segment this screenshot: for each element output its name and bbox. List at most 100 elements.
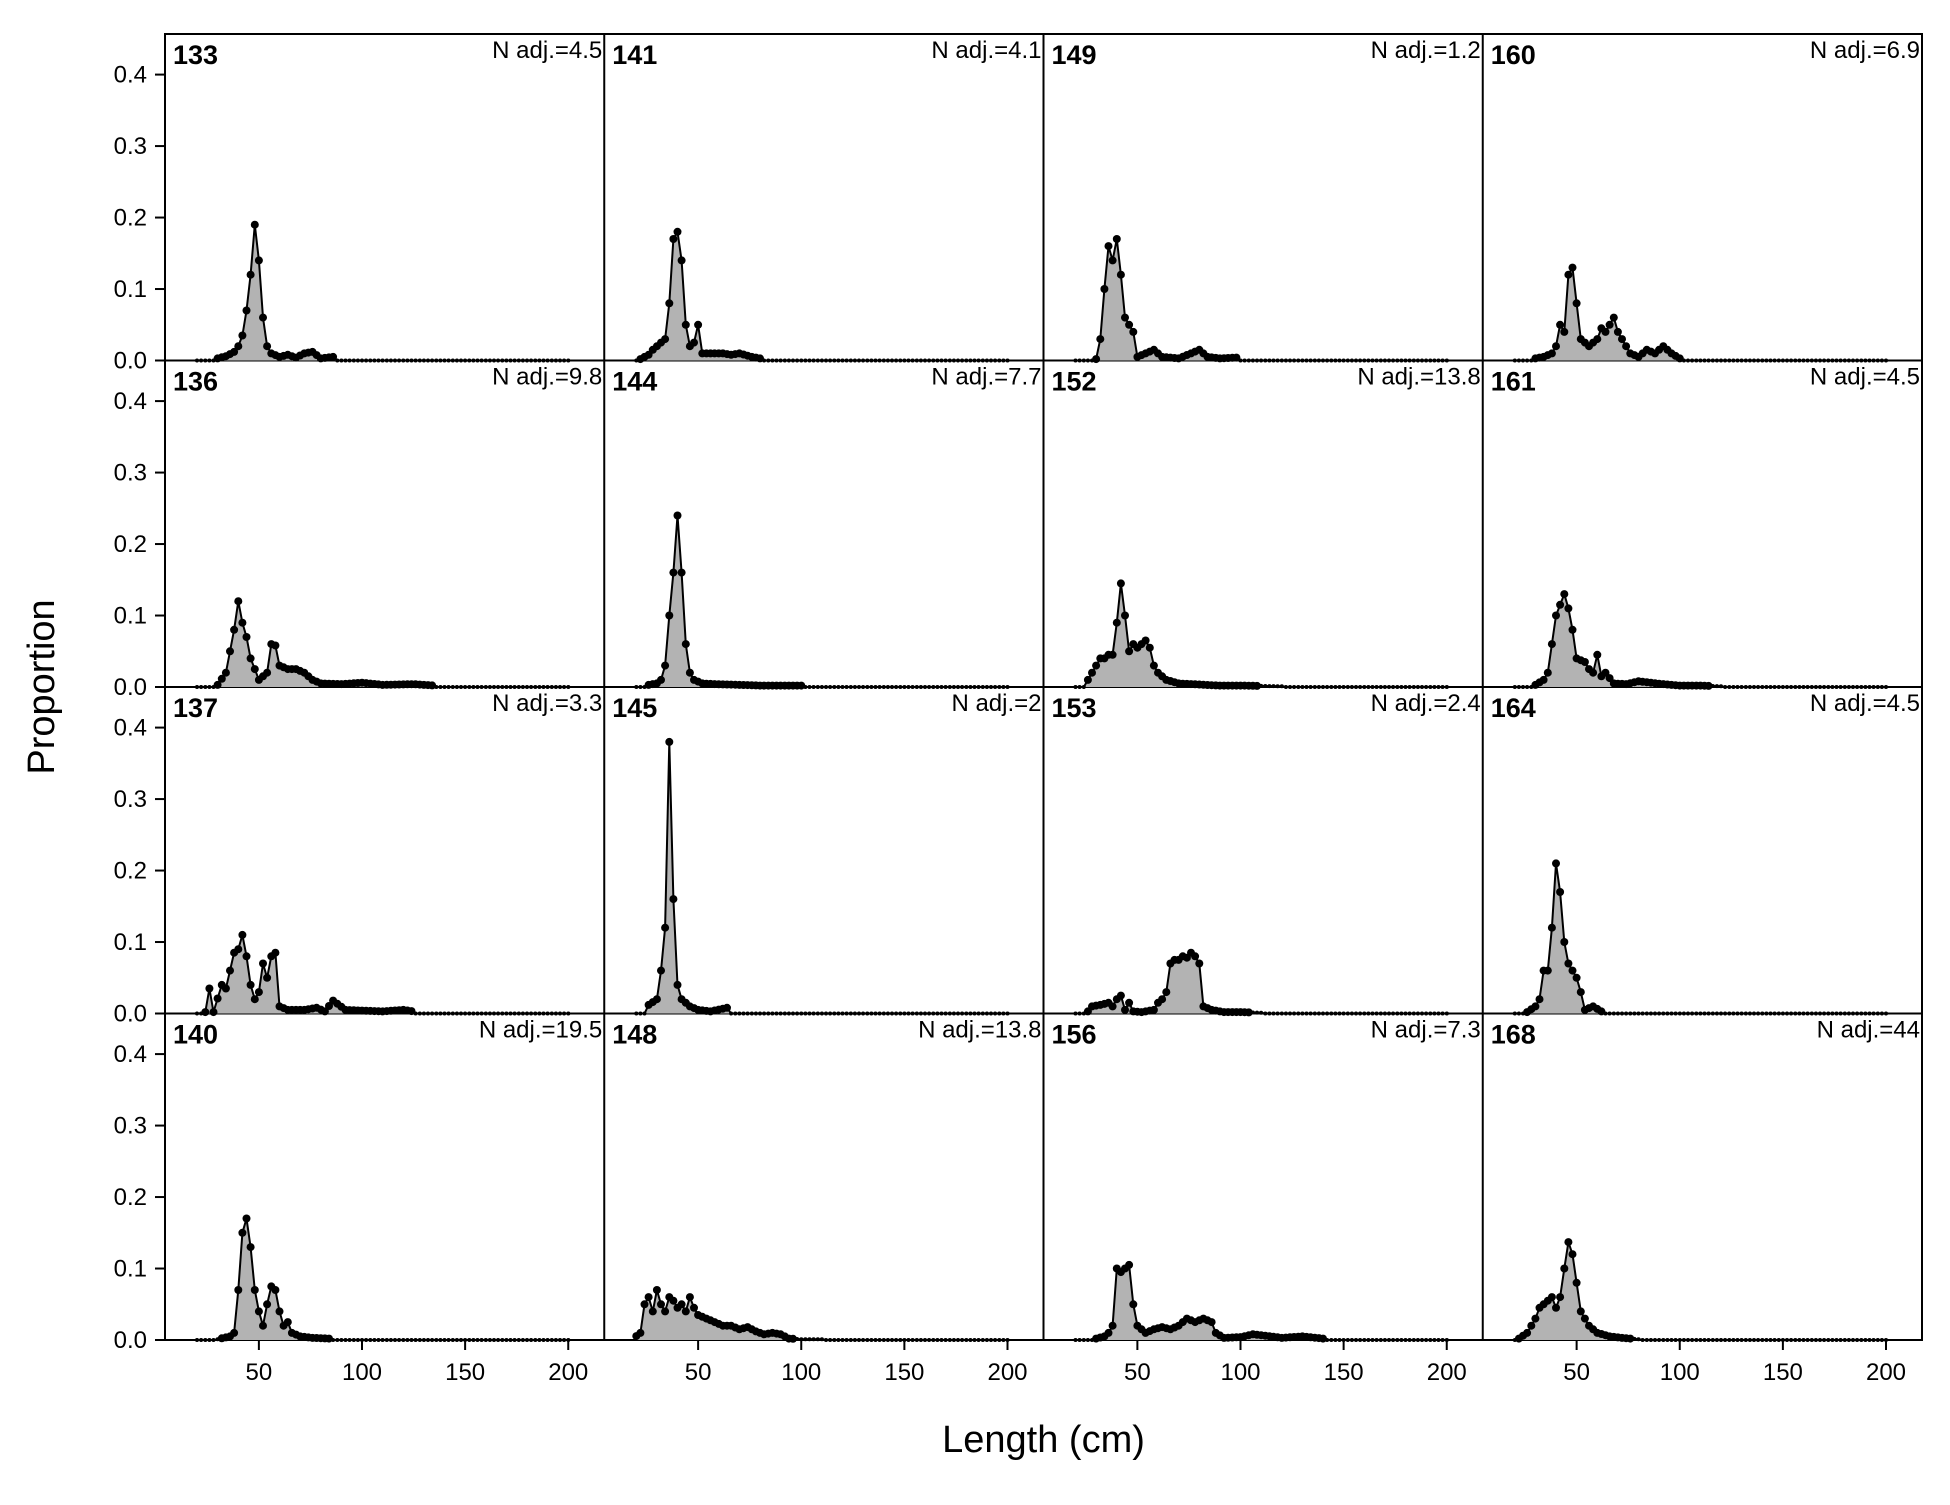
data-point [1296, 358, 1301, 363]
data-point [1834, 1338, 1839, 1342]
data-point [1308, 1011, 1313, 1016]
data-point [508, 358, 513, 363]
data-point [1516, 358, 1521, 363]
panel-n-adj: N adj.=4.5 [1810, 364, 1920, 391]
data-point [1698, 1338, 1703, 1342]
data-point [1731, 1011, 1736, 1016]
data-point [1714, 358, 1719, 363]
data-point [677, 568, 686, 577]
data-point [360, 358, 364, 363]
data-point [1141, 636, 1150, 645]
data-point [1382, 685, 1387, 689]
data-point [1838, 1011, 1843, 1016]
data-point [1407, 1011, 1412, 1016]
data-point [931, 1338, 936, 1342]
y-tick-label: 0.2 [114, 531, 147, 558]
data-point [1521, 685, 1525, 689]
data-point [1871, 685, 1876, 689]
data-point [681, 1307, 690, 1316]
data-point [789, 1334, 797, 1343]
data-point [1253, 681, 1261, 690]
series-line [636, 515, 1008, 688]
data-point [956, 358, 960, 363]
data-point [1440, 358, 1445, 363]
data-point [454, 358, 459, 363]
data-point [1341, 1011, 1346, 1016]
data-point [1387, 685, 1391, 689]
data-point [1756, 685, 1761, 689]
panel-n-adj: N adj.=44 [1817, 1017, 1920, 1044]
data-point [242, 952, 251, 961]
panel-148: 148 N adj.=13.8 [612, 1017, 1042, 1343]
data-point [1727, 685, 1732, 689]
data-point [504, 1011, 509, 1016]
data-point [1374, 685, 1379, 689]
data-point [213, 994, 222, 1003]
data-point [1444, 685, 1449, 689]
data-point [980, 685, 985, 689]
data-point [459, 1338, 463, 1342]
panel-label: 144 [612, 367, 657, 397]
y-tick-label: 0.0 [114, 674, 147, 701]
data-point [943, 1338, 948, 1342]
data-point [1543, 668, 1552, 677]
data-point [1838, 685, 1843, 689]
data-point [807, 1011, 812, 1016]
data-point [442, 1338, 447, 1342]
data-point [669, 568, 678, 577]
data-point [351, 1338, 356, 1342]
data-point [927, 685, 932, 689]
data-point [1349, 685, 1354, 689]
data-point [1615, 1011, 1620, 1016]
data-point [1884, 1011, 1888, 1016]
data-point [972, 685, 977, 689]
data-point [861, 1338, 866, 1342]
data-point [1525, 685, 1530, 689]
data-point [873, 358, 878, 363]
data-point [1116, 270, 1125, 279]
data-point [1830, 1338, 1835, 1342]
data-point [890, 685, 894, 689]
data-point [811, 1337, 816, 1342]
data-point [935, 1338, 940, 1342]
data-point [745, 1011, 750, 1016]
data-point [1329, 1011, 1334, 1016]
data-point [351, 358, 356, 363]
data-point [529, 1338, 534, 1342]
data-point [1735, 358, 1740, 363]
data-point [1752, 1338, 1756, 1342]
data-point [1743, 358, 1748, 363]
data-point [1747, 685, 1752, 689]
x-tick-label: 150 [1763, 1359, 1803, 1386]
data-point [1855, 1011, 1860, 1016]
data-point [910, 1011, 915, 1016]
data-point [791, 358, 795, 363]
data-point [1005, 685, 1010, 689]
data-point [376, 358, 381, 363]
data-point [976, 358, 981, 363]
data-point [1785, 358, 1789, 363]
data-point [541, 1338, 546, 1342]
data-point [339, 358, 344, 363]
x-tick-label: 50 [1563, 1359, 1590, 1386]
data-point [1879, 1011, 1884, 1016]
data-point [1797, 358, 1802, 363]
data-point [803, 1011, 808, 1016]
panel-label: 160 [1491, 40, 1536, 70]
data-point [890, 1011, 894, 1016]
data-point [1424, 1011, 1429, 1016]
data-point [1851, 1338, 1855, 1342]
x-tick-label: 200 [548, 1359, 588, 1386]
data-point [902, 1011, 907, 1016]
data-point [205, 984, 214, 993]
y-tick-label: 0.0 [114, 1001, 147, 1028]
data-point [1283, 358, 1288, 363]
data-point [1121, 313, 1129, 322]
data-point [529, 685, 534, 689]
data-point [1288, 685, 1292, 689]
data-point [1387, 1338, 1391, 1342]
data-point [1382, 358, 1387, 363]
data-point [1739, 1338, 1744, 1342]
data-point [972, 1338, 977, 1342]
y-tick-label: 0.1 [114, 929, 147, 956]
